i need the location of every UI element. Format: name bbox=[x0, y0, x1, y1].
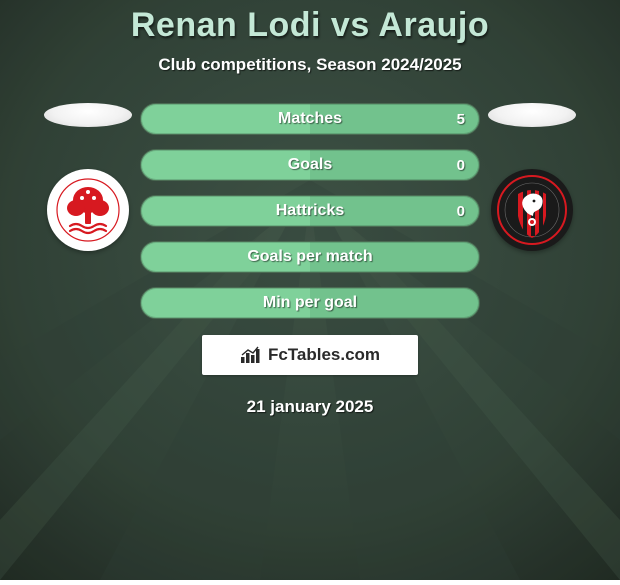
bar-chart-icon bbox=[240, 346, 262, 364]
stat-label: Hattricks bbox=[276, 202, 344, 220]
stats-area: Matches 5 Goals 0 Hattricks 0 Goals per match M… bbox=[0, 103, 620, 319]
stat-value-right: 5 bbox=[457, 111, 465, 128]
stat-value-right: 0 bbox=[457, 203, 465, 220]
stat-label: Goals per match bbox=[247, 248, 372, 266]
stat-pill: Matches 5 bbox=[140, 103, 480, 135]
right-player-placeholder bbox=[488, 103, 576, 127]
stat-label: Matches bbox=[278, 110, 342, 128]
stat-pill: Goals per match bbox=[140, 241, 480, 273]
watermark-text: FcTables.com bbox=[268, 345, 380, 365]
stat-label: Goals bbox=[288, 156, 332, 174]
stat-column: Matches 5 Goals 0 Hattricks 0 Goals per match M… bbox=[138, 103, 482, 319]
bournemouth-crest-icon bbox=[496, 174, 568, 246]
right-player-col bbox=[482, 103, 582, 251]
fctables-watermark[interactable]: FcTables.com bbox=[202, 335, 418, 375]
stat-pill: Goals 0 bbox=[140, 149, 480, 181]
stat-value-right: 0 bbox=[457, 157, 465, 174]
left-club-badge bbox=[47, 169, 129, 251]
stat-label: Min per goal bbox=[263, 294, 357, 312]
page-title: Renan Lodi vs Araujo bbox=[131, 6, 489, 45]
stat-pill: Min per goal bbox=[140, 287, 480, 319]
stat-pill: Hattricks 0 bbox=[140, 195, 480, 227]
right-club-badge bbox=[491, 169, 573, 251]
left-player-placeholder bbox=[44, 103, 132, 127]
snapshot-date: 21 january 2025 bbox=[247, 397, 374, 417]
subtitle: Club competitions, Season 2024/2025 bbox=[158, 55, 461, 75]
forest-crest-icon bbox=[56, 178, 120, 242]
left-player-col bbox=[38, 103, 138, 251]
